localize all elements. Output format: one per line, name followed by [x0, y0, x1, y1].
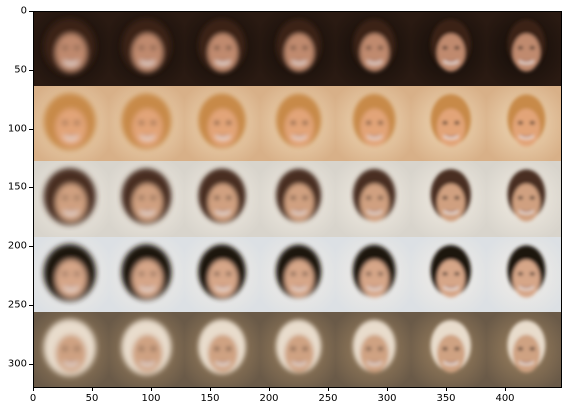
y-tick-label: 0 [20, 5, 27, 17]
image-grid-plot [33, 11, 563, 388]
face-tile [259, 86, 336, 163]
x-tick-mark [328, 387, 329, 391]
face-tile [33, 236, 109, 313]
face-tile [259, 236, 336, 313]
face-tile [259, 11, 336, 87]
face-tile [410, 161, 487, 238]
face-tile [486, 11, 563, 87]
face-tile [184, 236, 261, 313]
x-tick-mark [33, 387, 34, 391]
face-tile [33, 311, 109, 388]
x-tick-mark [446, 387, 447, 391]
y-tick-label: 50 [14, 64, 27, 76]
face-tile [184, 311, 261, 388]
x-tick-label: 350 [436, 393, 456, 404]
x-tick-label: 100 [141, 393, 161, 404]
face-tile [335, 236, 412, 313]
x-tick-label: 50 [85, 393, 99, 404]
face-tile [33, 11, 109, 87]
y-tick-label: 300 [7, 358, 27, 370]
x-tick-label: 0 [29, 393, 37, 404]
face-tile [259, 161, 336, 238]
x-tick-mark [92, 387, 93, 391]
face-tile [184, 86, 261, 163]
x-tick-mark [387, 387, 388, 391]
face-tile [335, 161, 412, 238]
y-tick-mark [29, 11, 33, 12]
y-tick-label: 250 [7, 299, 27, 311]
face-tile [486, 161, 563, 238]
face-tile [335, 311, 412, 388]
y-tick-mark [29, 70, 33, 71]
face-tile [259, 311, 336, 388]
y-tick-mark [29, 246, 33, 247]
x-tick-mark [210, 387, 211, 391]
face-tile [33, 86, 109, 163]
face-tile [33, 161, 109, 238]
y-tick-mark [29, 305, 33, 306]
y-tick-mark [29, 364, 33, 365]
x-tick-label: 200 [259, 393, 279, 404]
x-tick-label: 150 [200, 393, 220, 404]
x-tick-mark [151, 387, 152, 391]
face-tile [108, 11, 185, 87]
x-tick-mark [505, 387, 506, 391]
face-tile [486, 86, 563, 163]
y-tick-label: 200 [7, 240, 27, 252]
face-tile [410, 86, 487, 163]
face-tile [335, 11, 412, 87]
face-tile [410, 311, 487, 388]
face-tile [486, 236, 563, 313]
face-tile [184, 161, 261, 238]
face-tile [410, 236, 487, 313]
x-tick-label: 400 [495, 393, 515, 404]
face-tile [108, 236, 185, 313]
face-tile [410, 11, 487, 87]
y-tick-mark [29, 187, 33, 188]
face-tile [108, 161, 185, 238]
face-tile [486, 311, 563, 388]
face-tile [108, 86, 185, 163]
face-tile [184, 11, 261, 87]
face-tile [108, 311, 185, 388]
x-tick-mark [269, 387, 270, 391]
face-tile [335, 86, 412, 163]
y-tick-mark [29, 129, 33, 130]
y-tick-label: 150 [7, 181, 27, 193]
x-tick-label: 300 [377, 393, 397, 404]
y-tick-label: 100 [7, 123, 27, 135]
x-tick-label: 250 [318, 393, 338, 404]
